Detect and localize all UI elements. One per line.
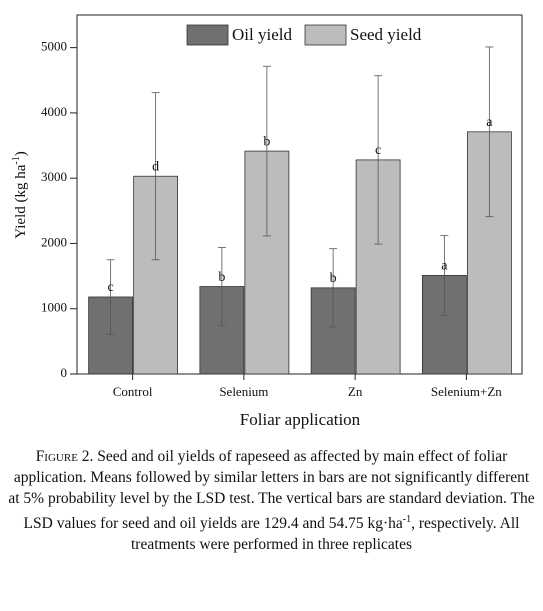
legend-label: Seed yield <box>350 25 422 44</box>
caption-text: Seed and oil yields of rapeseed as affec… <box>8 448 535 533</box>
legend-swatch <box>304 24 347 46</box>
x-tick-label: Selenium <box>219 384 268 399</box>
y-tick-label: 2000 <box>41 234 67 249</box>
legend-swatch <box>186 24 229 46</box>
y-axis-title: Yield (kg ha-1) <box>11 151 29 239</box>
significance-letter: a <box>441 259 448 274</box>
y-tick-label: 1000 <box>41 300 67 315</box>
y-tick-label: 0 <box>61 365 68 380</box>
significance-letter: c <box>108 280 114 295</box>
caption-label: Figure 2. <box>35 448 94 465</box>
caption-sup: -1 <box>402 514 412 525</box>
significance-letter: b <box>330 271 337 286</box>
caption-text-end: , respectively. All treatments were perf… <box>130 515 520 554</box>
significance-letter: b <box>218 270 225 285</box>
chart: Foliar application Yield (kg ha-1) 0 1000… <box>11 14 523 429</box>
significance-letter: b <box>263 134 270 149</box>
y-axis-title-sup: -1 <box>11 156 22 164</box>
x-axis-title: Foliar application <box>240 410 361 429</box>
x-tick-label: Zn <box>348 384 363 399</box>
y-tick-label: 3000 <box>41 169 67 184</box>
plot-frame <box>76 14 523 375</box>
y-tick-label: 5000 <box>41 39 67 54</box>
x-tick-label: Selenium+Zn <box>431 384 502 399</box>
legend-label: Oil yield <box>232 25 292 44</box>
y-tick-label: 4000 <box>41 104 67 119</box>
significance-letter: d <box>152 159 159 174</box>
x-tick-label: Control <box>113 384 153 399</box>
y-axis-title-text: Yield (kg ha <box>13 164 29 238</box>
y-axis-title-end: ) <box>13 151 29 156</box>
significance-letter: c <box>375 143 381 158</box>
caption: Figure 2. Seed and oil yields of rapesee… <box>8 446 535 555</box>
significance-letter: a <box>486 115 493 130</box>
